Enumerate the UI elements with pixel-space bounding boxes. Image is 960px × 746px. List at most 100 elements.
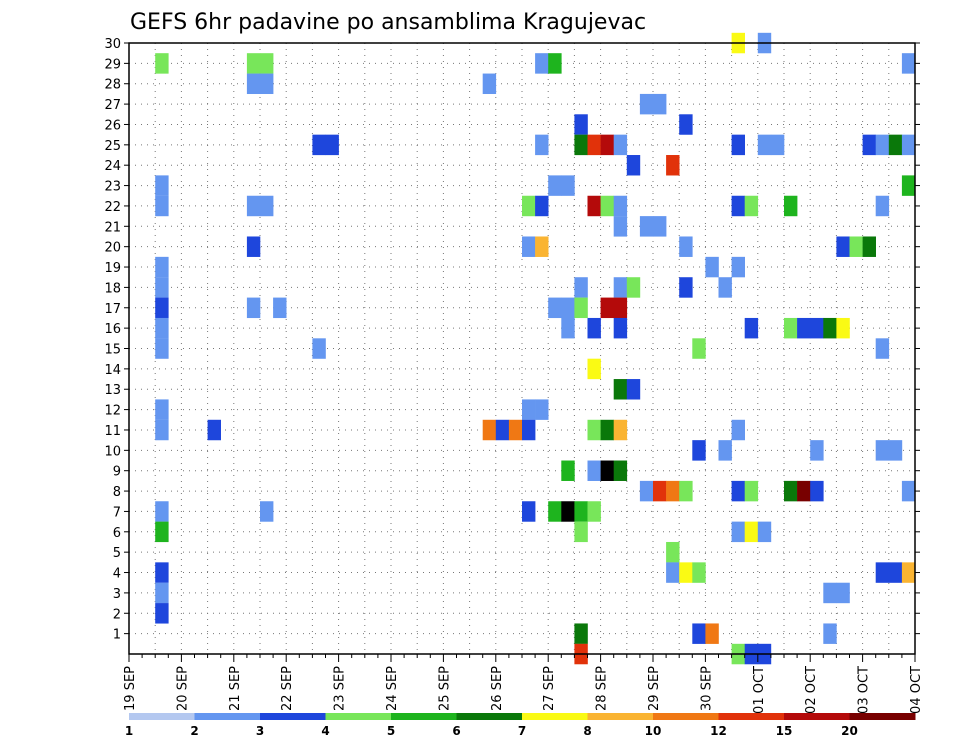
- precip-cell: [626, 277, 641, 298]
- precip-cell: [901, 134, 916, 156]
- y-tick-label: 6: [113, 526, 121, 541]
- precip-cell: [653, 216, 667, 237]
- legend-swatch: [587, 713, 654, 720]
- legend-swatch: [325, 713, 392, 720]
- x-tick-label: 27 SEP: [542, 666, 557, 711]
- precip-cell: [246, 236, 261, 257]
- y-tick-label: 9: [113, 465, 121, 480]
- x-tick-label: 21 SEP: [228, 666, 243, 711]
- y-tick-label: 19: [104, 261, 121, 276]
- precip-cell: [613, 216, 628, 237]
- precip-cell: [692, 338, 706, 359]
- precip-cell: [639, 216, 654, 237]
- precip-cell: [495, 419, 510, 441]
- chart-title: GEFS 6hr padavine po ansamblima Kragujev…: [130, 10, 646, 35]
- precip-cell: [522, 501, 536, 522]
- y-tick-label: 13: [104, 383, 121, 398]
- precip-cell: [260, 53, 274, 74]
- precip-cell: [273, 297, 287, 319]
- precip-cell: [875, 195, 890, 217]
- legend-label: 6: [452, 724, 460, 738]
- precip-cell: [836, 582, 850, 604]
- precip-cell: [312, 134, 326, 156]
- precip-cell: [574, 521, 588, 543]
- y-tick-label: 30: [104, 37, 121, 52]
- precip-cell: [613, 195, 628, 217]
- precip-cell: [548, 501, 562, 522]
- y-tick-label: 27: [104, 98, 121, 113]
- precip-cell: [679, 480, 693, 502]
- precip-cell: [875, 338, 890, 359]
- precip-cell: [626, 379, 641, 400]
- y-tick-label: 21: [104, 220, 121, 235]
- precip-cell: [810, 317, 824, 339]
- precip-cell: [679, 562, 693, 583]
- precip-cell: [587, 317, 601, 339]
- precip-cell: [600, 134, 614, 156]
- precip-cell: [875, 562, 890, 583]
- precip-cell: [325, 134, 339, 156]
- precip-cell: [901, 480, 916, 502]
- precip-cell: [613, 317, 628, 339]
- precip-cell: [613, 460, 628, 481]
- precip-cell: [744, 195, 759, 217]
- legend-swatch: [784, 713, 850, 720]
- precip-cell: [836, 317, 850, 339]
- precip-cell: [692, 623, 706, 644]
- x-tick-label: 26 SEP: [490, 666, 505, 711]
- x-tick-label: 23 SEP: [333, 666, 348, 711]
- precip-cell: [600, 460, 614, 481]
- precip-cell: [666, 480, 680, 502]
- precip-cell: [561, 297, 575, 319]
- y-tick-label: 11: [104, 424, 121, 439]
- y-tick-label: 10: [104, 444, 121, 459]
- precip-cell: [823, 623, 837, 644]
- precip-cell: [574, 297, 588, 319]
- precip-cell: [823, 317, 837, 339]
- precip-cell: [862, 236, 876, 257]
- x-tick-label: 03 OCT: [857, 666, 872, 714]
- precip-cell: [574, 501, 588, 522]
- precip-cell: [888, 134, 903, 156]
- y-tick-label: 8: [113, 485, 121, 500]
- precip-cell: [613, 277, 628, 298]
- y-tick-label: 29: [104, 57, 121, 72]
- precip-cell: [731, 134, 745, 156]
- x-tick-label: 25 SEP: [437, 666, 452, 711]
- precip-cell: [666, 562, 680, 583]
- precip-cell: [718, 277, 732, 298]
- x-tick-label: 30 SEP: [699, 666, 714, 711]
- legend-label: 2: [190, 724, 198, 738]
- precip-cell: [561, 501, 575, 522]
- precip-cell: [757, 134, 772, 156]
- precip-cell: [574, 623, 588, 644]
- precip-cell: [155, 419, 169, 441]
- legend-label: 8: [583, 724, 591, 738]
- y-tick-label: 20: [104, 241, 121, 256]
- precip-cell: [155, 277, 169, 298]
- precip-cell: [548, 297, 562, 319]
- precip-cell: [246, 73, 261, 95]
- precip-cell: [155, 297, 169, 319]
- precip-cell: [901, 175, 916, 196]
- precip-cell: [784, 195, 798, 217]
- precip-cell: [155, 256, 169, 278]
- precip-cell: [653, 480, 667, 502]
- precip-cell: [482, 419, 497, 441]
- y-tick-label: 17: [104, 302, 121, 317]
- precip-cell: [626, 155, 641, 176]
- y-tick-label: 5: [113, 546, 121, 561]
- x-axis: 19 SEP 20 SEP 21 SEP 22 SEP 23 SEP 24 SEP 25 S…: [123, 654, 924, 714]
- y-tick-label: 18: [104, 281, 121, 296]
- precip-cell: [535, 236, 549, 257]
- precip-cell: [888, 440, 903, 461]
- precip-cell: [535, 134, 549, 156]
- precip-cell: [875, 134, 890, 156]
- precip-cell: [508, 419, 523, 441]
- precip-cell: [679, 114, 693, 135]
- precip-cell: [587, 358, 601, 380]
- precip-cell: [574, 277, 588, 298]
- y-tick-label: 14: [104, 363, 121, 378]
- precip-cell: [731, 521, 745, 543]
- y-tick-label: 25: [104, 139, 121, 154]
